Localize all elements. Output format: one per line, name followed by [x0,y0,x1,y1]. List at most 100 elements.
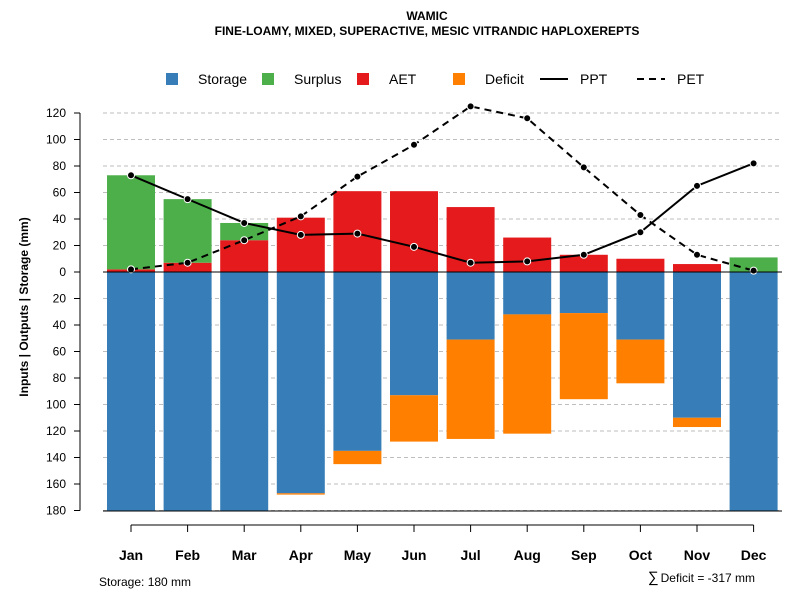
x-tick-label: May [344,547,371,563]
ppt-point [579,250,588,259]
ppt-point [466,258,475,267]
pet-point [240,236,249,245]
legend-item: AET [357,71,417,87]
legend-swatch [357,73,369,85]
pet-point [466,102,475,111]
ppt-point [693,181,701,190]
ppt-line [130,162,754,264]
storage-bar [107,272,155,511]
x-tick-label: Jan [119,547,143,563]
aet-bar [163,262,212,272]
storage-bar [446,272,495,340]
legend-swatch [262,73,274,85]
ppt-point [240,218,249,227]
storage-bar [559,272,608,314]
y-tick-label: 160 [46,477,66,491]
legend-item: Deficit [453,71,524,87]
legend-item: PPT [540,71,608,87]
x-tick-label: Nov [684,547,711,563]
ppt-point [296,230,305,239]
deficit-bar [616,339,665,384]
ppt-point [183,195,192,204]
ppt-point [127,171,135,180]
pet-point [693,250,701,259]
storage-bar [673,272,721,418]
aet-bar [503,237,552,272]
y-tick-label: 60 [53,186,67,200]
deficit-bar [673,417,721,428]
aet-bar [616,258,665,272]
legend-swatch [166,73,178,85]
ppt-point [353,229,362,238]
pet-point [410,140,418,149]
axes: 120 100 80 60 40 20 0 20 40 60 80 100 120 140 160 180 Ja… [46,106,782,563]
storage-bar [220,272,269,511]
deficit-footer-text: Deficit = -317 mm [661,571,755,585]
chart-title: WAMIC [406,9,448,23]
deficit-bar [333,450,382,465]
surplus-bar [729,257,778,272]
x-tick-label: Oct [629,547,653,563]
pet-point [523,114,532,123]
legend-label: PPT [580,71,608,87]
deficit-bar [276,493,325,495]
x-tick-label: Aug [514,547,541,563]
ppt-point [410,242,418,251]
y-tick-label: 40 [53,318,67,332]
x-tick-label: Jun [402,547,427,563]
x-tick-label: Jul [460,547,480,563]
sigma-icon: ∑ [648,569,659,586]
pet-point [183,258,192,267]
y-tick-label: 60 [53,345,67,359]
chart-subtitle: FINE-LOAMY, MIXED, SUPERACTIVE, MESIC VI… [215,24,640,38]
legend-label: AET [389,71,417,87]
y-tick-label: 180 [46,504,66,518]
y-tick-label: 20 [53,292,67,306]
legend-item: PET [637,71,705,87]
storage-bar [503,272,552,315]
pet-point [296,212,305,221]
legend-label: Surplus [294,71,341,87]
legend-swatch [453,73,465,85]
bar-layer [107,175,778,511]
surplus-bar [163,199,212,263]
storage-bar [163,272,212,511]
line-layer [127,102,758,275]
y-tick-label: 100 [46,133,66,147]
y-tick-label: 120 [46,424,66,438]
legend-label: Storage [198,71,247,87]
x-tick-label: Feb [175,547,200,563]
y-tick-label: 100 [46,398,66,412]
ppt-point [636,228,645,237]
surplus-bar [220,222,269,241]
x-tick-label: Mar [232,547,257,563]
deficit-footer: ∑ Deficit = -317 mm [648,569,755,586]
pet-point [127,265,135,274]
storage-bar [276,272,325,494]
deficit-bar [390,395,438,442]
pet-point [749,266,758,275]
deficit-bar [559,313,608,400]
ppt-point [523,257,532,266]
y-tick-label: 20 [53,239,67,253]
y-axis-label: Inputs | Outputs | Storage (mm) [17,217,31,396]
y-tick-label: 120 [46,106,66,120]
x-tick-label: Sep [571,547,597,563]
y-tick-label: 40 [53,212,67,226]
y-tick-label: 140 [46,451,66,465]
aet-bar [276,217,325,272]
pet-point [579,163,588,172]
x-tick-label: Dec [741,547,767,563]
aet-bar [220,240,269,272]
chart-legend: Storage Surplus AET Deficit PPT PET [166,71,705,87]
ppt-point [749,159,758,168]
pet-point [353,172,362,181]
y-tick-label: 80 [53,159,67,173]
pet-point [636,211,645,220]
aet-bar [673,264,721,272]
surplus-bar [107,175,155,270]
legend-label: PET [677,71,705,87]
y-tick-label: 80 [53,371,67,385]
legend-item: Storage [166,71,247,87]
